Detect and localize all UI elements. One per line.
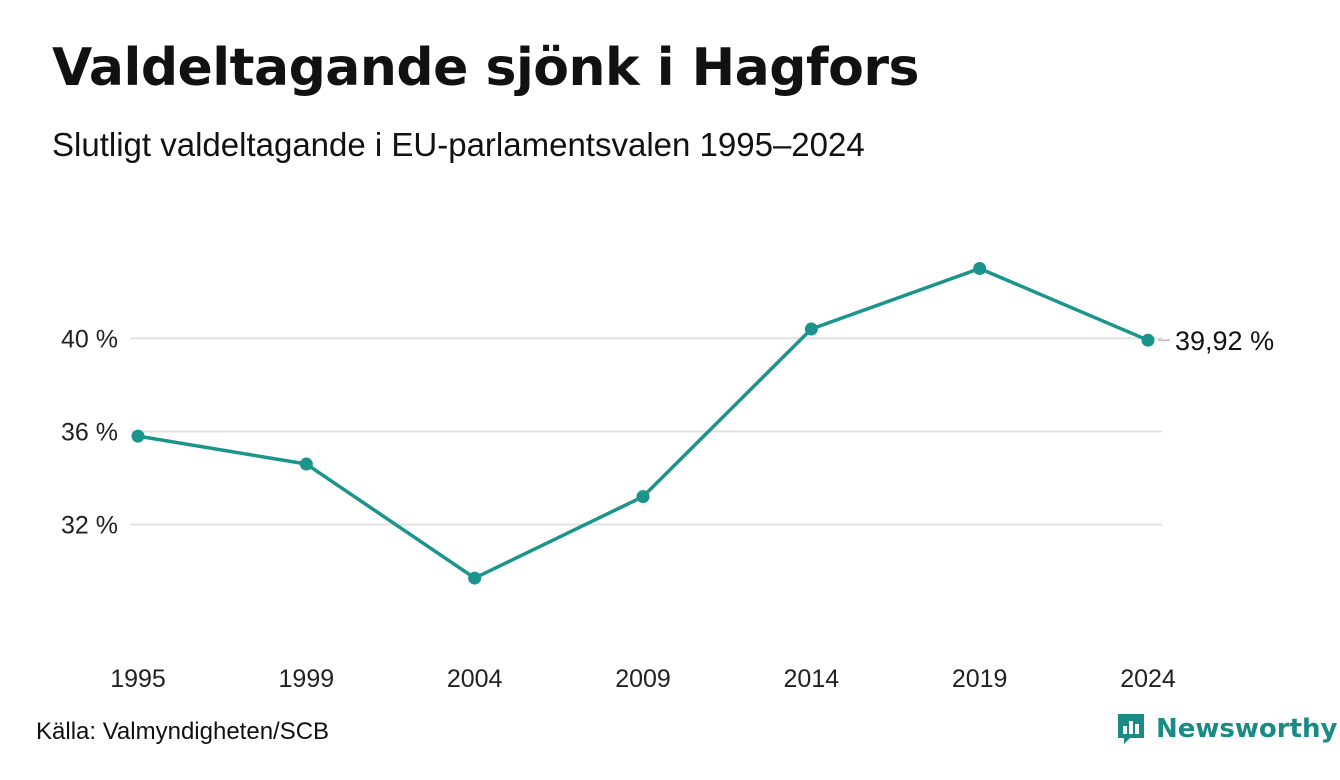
brand-name: Newsworthy xyxy=(1156,714,1338,744)
source-note: Källa: Valmyndigheten/SCB xyxy=(36,718,330,745)
y-tick-label: 40 % xyxy=(61,325,118,353)
x-tick-label: 2014 xyxy=(784,665,840,693)
data-point xyxy=(299,457,313,471)
chart-title: Valdeltagande sjönk i Hagfors xyxy=(52,38,919,98)
series-line xyxy=(137,266,1149,580)
brand-logo: Newsworthy xyxy=(1116,712,1337,746)
bar-chart-speech-icon xyxy=(1118,714,1144,744)
x-tick-label: 2009 xyxy=(615,665,671,693)
data-point xyxy=(804,322,818,336)
x-tick-label: 1999 xyxy=(279,665,335,693)
data-point xyxy=(468,571,482,585)
grid-lines xyxy=(130,337,1162,526)
y-tick-label: 32 % xyxy=(61,512,118,540)
chart-subtitle: Slutligt valdeltagande i EU-parlamentsva… xyxy=(52,126,865,163)
x-axis-ticks: 1995 1999 2004 2009 2014 2019 2024 xyxy=(110,665,1176,693)
x-tick-label: 1995 xyxy=(110,665,166,693)
data-point xyxy=(636,490,650,504)
y-tick-label: 36 % xyxy=(61,418,118,446)
line-chart: 32 % 36 % 40 % 1995 1999 2004 2009 2014 2019 202… xyxy=(61,262,1274,693)
y-axis-ticks: 32 % 36 % 40 % xyxy=(61,325,118,539)
series-line-path xyxy=(137,266,1149,580)
x-tick-label: 2024 xyxy=(1120,665,1176,693)
x-tick-label: 2019 xyxy=(952,665,1008,693)
end-label-group: 39,92 % xyxy=(1158,326,1274,356)
series-points xyxy=(131,262,1155,585)
data-point xyxy=(973,262,987,276)
end-value-label: 39,92 % xyxy=(1175,326,1274,356)
data-point xyxy=(131,429,145,443)
x-tick-label: 2004 xyxy=(447,665,503,693)
data-point xyxy=(1141,333,1155,347)
